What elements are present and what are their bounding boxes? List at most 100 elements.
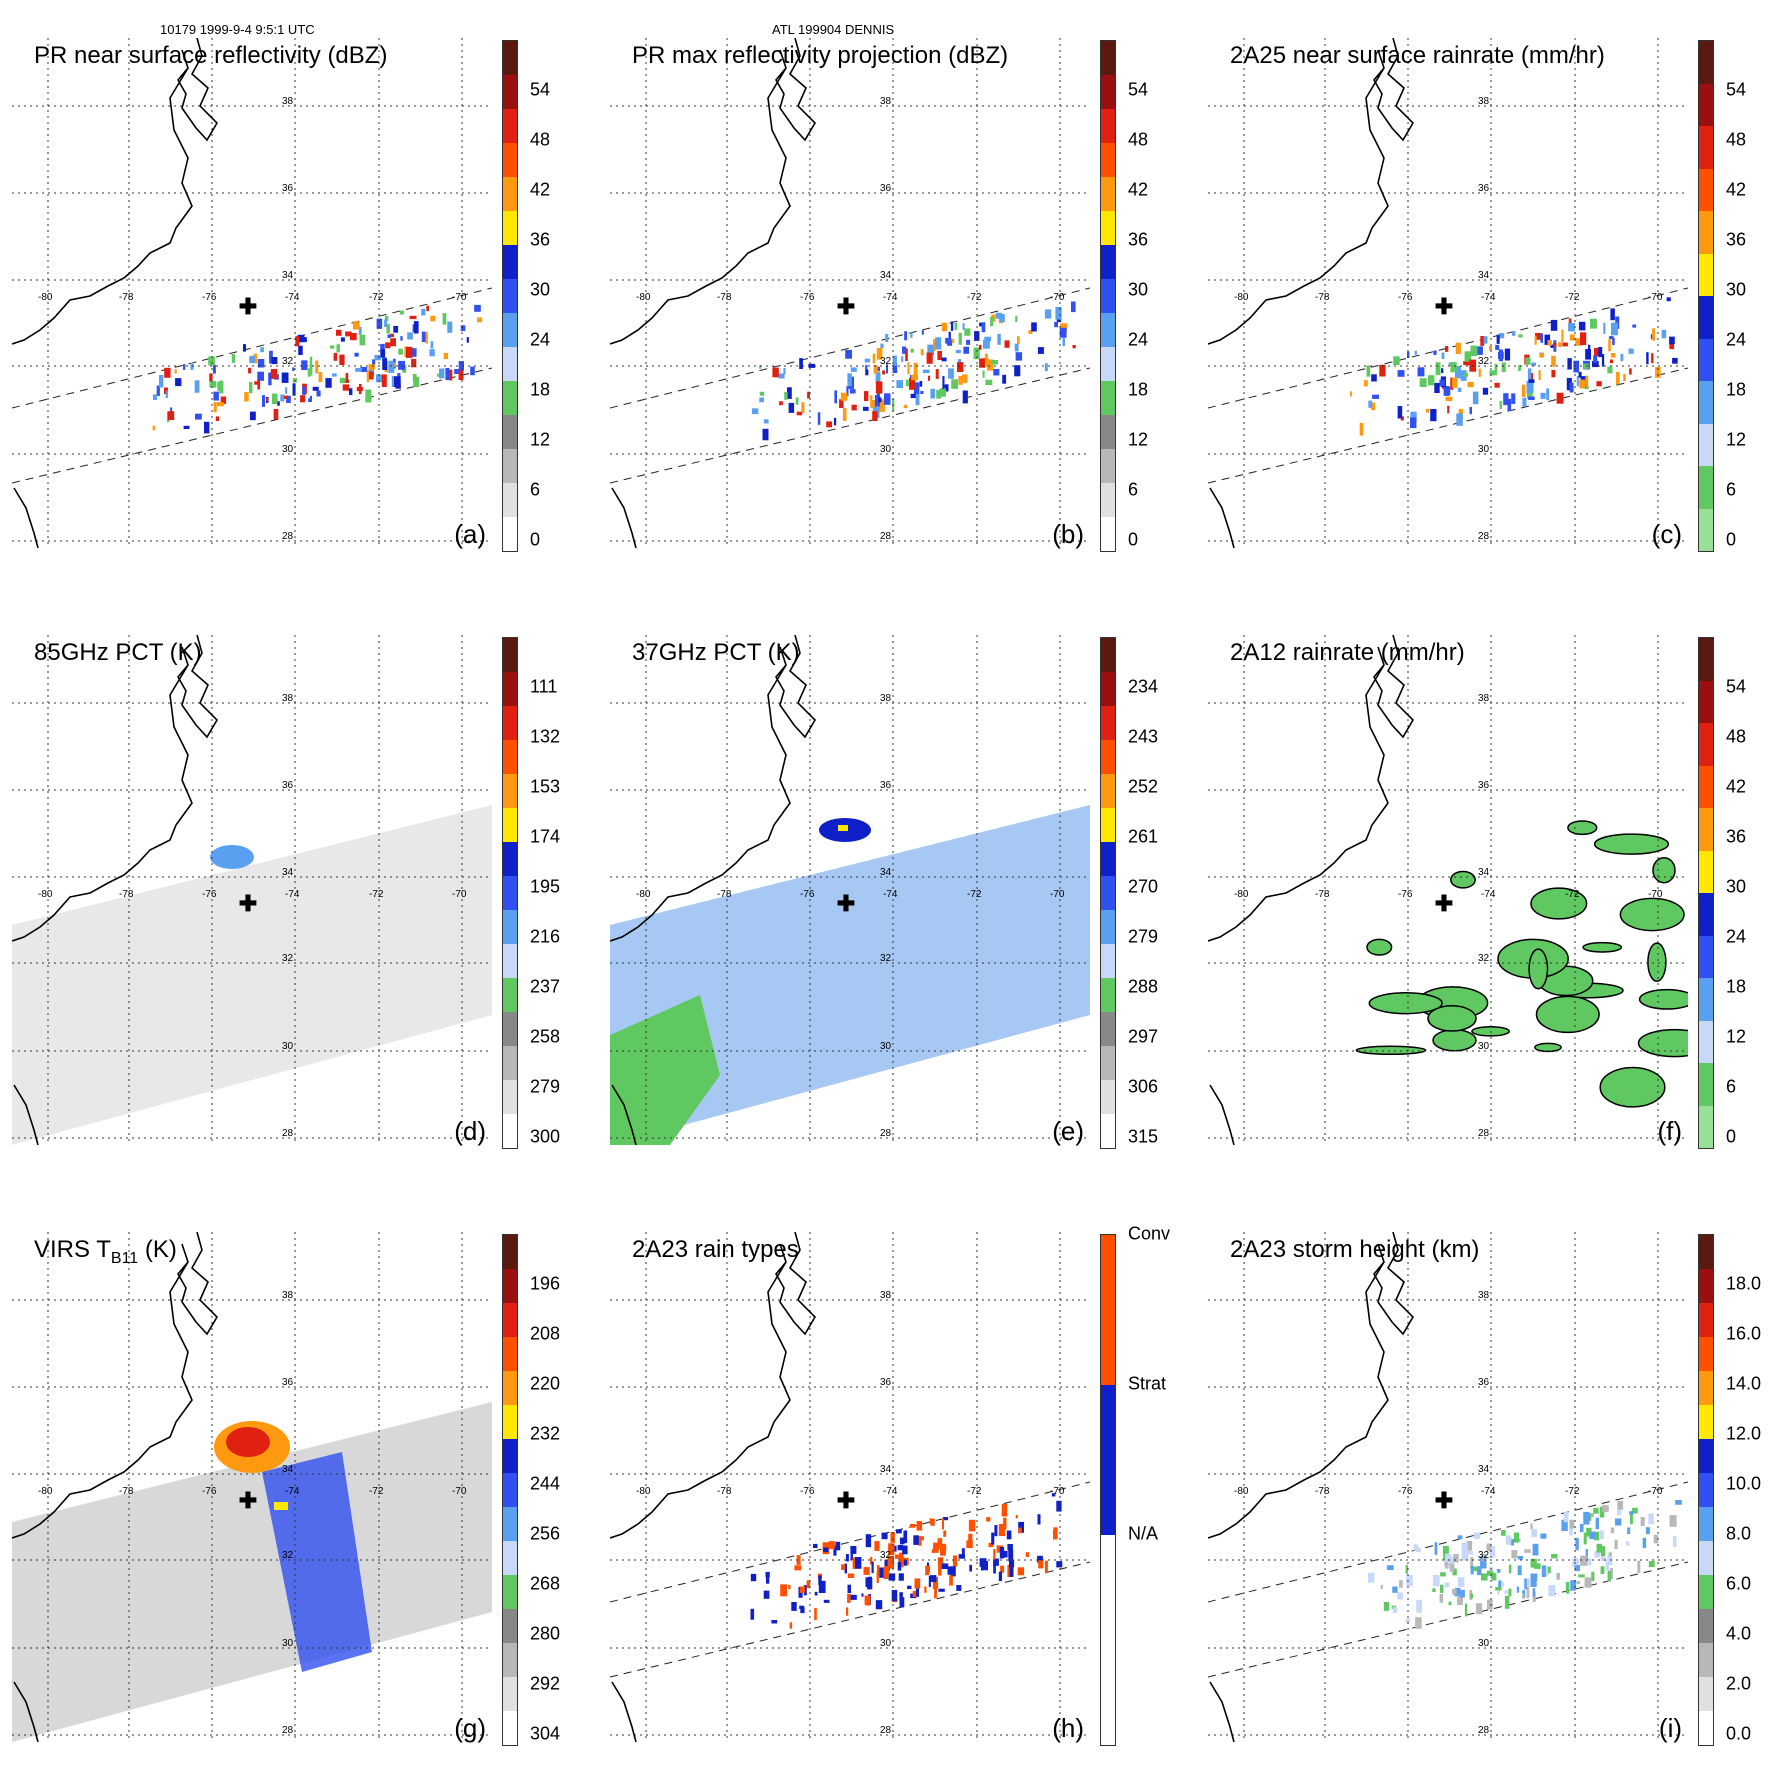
colorbar-tick-label: N/A (1128, 1523, 1159, 1544)
colorbar-tick-label: 12 (1128, 429, 1149, 450)
lon-label: -76 (800, 292, 815, 303)
colorbar-segment (1699, 1371, 1713, 1405)
lat-label: 32 (1478, 356, 1490, 367)
storm-center-marker: ✚ (837, 1488, 855, 1513)
map-panel-i: -80 -78 -76 -74 -72 -70 38 36 34 32 30 28 ✚ 2A23 stor… (1208, 1232, 1761, 1772)
lat-label: 38 (880, 693, 892, 704)
colorbar-tick-label: 208 (530, 1323, 561, 1344)
lon-label: -70 (1648, 889, 1663, 900)
map-area: -80 -78 -76 -74 -72 -70 38 36 34 32 30 28 ✚ (610, 1232, 1090, 1742)
panel-title-text: 2A12 rainrate (mm/hr) (1230, 639, 1465, 666)
coastline (12, 38, 219, 548)
colorbar-tick-label: 6 (1726, 1076, 1737, 1097)
graticule (1208, 635, 1688, 1145)
lon-label: -70 (452, 889, 467, 900)
colorbar-segment (1699, 1609, 1713, 1643)
colorbar-tick-label: 252 (1128, 776, 1159, 797)
coastline (1208, 38, 1415, 548)
colorbar-segment (503, 1303, 517, 1337)
map-panel-h: -80 -78 -76 -74 -72 -70 38 36 34 32 30 28 ✚ 2A23 rain… (610, 1224, 1170, 1772)
lon-label: -78 (1315, 292, 1330, 303)
colorbar-segment (1101, 347, 1115, 381)
lat-label: 32 (880, 356, 892, 367)
colorbar-segment (1699, 1541, 1713, 1575)
colorbar-segment (1101, 740, 1115, 774)
lon-label: -76 (800, 889, 815, 900)
lat-label: 28 (880, 531, 892, 542)
colorbar-segment (1699, 253, 1713, 296)
colorbar-segment (1101, 211, 1115, 245)
colorbar-tick-label: 6 (1128, 479, 1139, 500)
colorbar-segment (1699, 296, 1713, 339)
colorbar-segment (1699, 1677, 1713, 1711)
colorbar-tick-label: 195 (530, 876, 561, 897)
colorbar-tick-label: 18 (530, 379, 551, 400)
map-area: -80 -78 -76 -74 -72 -70 38 36 34 32 30 28 ✚ (1208, 38, 1688, 548)
lat-label: 28 (880, 1128, 892, 1139)
lon-label: -70 (1648, 1486, 1663, 1497)
colorbar-segment (1101, 1385, 1115, 1535)
colorbar-tick-label: 18 (1726, 379, 1747, 400)
lat-label: 36 (282, 183, 294, 194)
graticule (1208, 38, 1688, 548)
colorbar-segment (503, 638, 517, 672)
colorbar-segment (503, 1235, 517, 1269)
colorbar-segment (503, 1114, 517, 1148)
colorbar-segment (1699, 850, 1713, 893)
colorbar-tick-label: 234 (1128, 676, 1159, 697)
colorbar-tick-label: 6.0 (1726, 1573, 1752, 1594)
panel-title-text: PR near surface reflectivity (dBZ) (34, 42, 388, 69)
map-area: -80 -78 -76 -74 -72 -70 38 36 34 32 30 28 ✚ (610, 38, 1090, 548)
colorbar-segment (1101, 808, 1115, 842)
lon-label: -74 (1481, 889, 1496, 900)
colorbar-segment (503, 1507, 517, 1541)
panel-title-subscript: B11 (110, 1249, 139, 1267)
colorbar-segment (1699, 1105, 1713, 1148)
colorbar-segment (1699, 808, 1713, 851)
lon-label: -74 (883, 292, 898, 303)
colorbar-segment (503, 774, 517, 808)
lon-label: -70 (1050, 292, 1065, 303)
colorbar-segment (1699, 893, 1713, 936)
lon-label: -78 (119, 292, 134, 303)
colorbar-segment (1699, 126, 1713, 169)
colorbar-tick-label: 12 (1726, 429, 1747, 450)
lat-label: 28 (1478, 1128, 1490, 1139)
colorbar-tick-label: 42 (530, 179, 551, 200)
colorbar-segment (1699, 338, 1713, 381)
data-field (12, 805, 492, 1145)
colorbar-tick-label: 54 (1726, 79, 1747, 100)
lon-label: -80 (1234, 889, 1249, 900)
colorbar-segment (1699, 1303, 1713, 1337)
colorbar-segment (1699, 1063, 1713, 1106)
lon-label: -78 (717, 1486, 732, 1497)
lat-label: 32 (880, 953, 892, 964)
colorbar-segment (1699, 41, 1713, 84)
lat-label: 38 (1478, 693, 1490, 704)
lat-label: 32 (1478, 1550, 1490, 1561)
map-area: -80 -78 -76 -74 -72 -70 38 36 34 32 30 28 ✚ (12, 635, 492, 1145)
lat-label: 30 (282, 1638, 294, 1649)
colorbar-segment (1699, 83, 1713, 126)
colorbar-tick-label: 292 (530, 1673, 561, 1694)
lon-label: -76 (1398, 889, 1413, 900)
colorbar-segment (1699, 1711, 1713, 1745)
panel-title: 37GHz PCT (K) (632, 639, 800, 667)
colorbar-segment (503, 672, 517, 706)
colorbar-segment (1699, 1507, 1713, 1541)
lon-label: -72 (369, 889, 384, 900)
data-field (610, 287, 1090, 484)
lat-label: 38 (880, 1290, 892, 1301)
colorbar-segment (1699, 423, 1713, 466)
lat-label: 28 (282, 1128, 294, 1139)
colorbar-tick-label: 2.0 (1726, 1673, 1752, 1694)
colorbar (1100, 40, 1116, 552)
colorbar-tick-label: Conv (1128, 1223, 1171, 1244)
lon-label: -78 (119, 889, 134, 900)
colorbar-segment (503, 1337, 517, 1371)
colorbar-segment (503, 279, 517, 313)
panel-letter: (e) (1052, 1116, 1084, 1146)
coastline (1208, 635, 1415, 1145)
colorbar-segment (1101, 177, 1115, 211)
lat-label: 34 (1478, 270, 1490, 281)
